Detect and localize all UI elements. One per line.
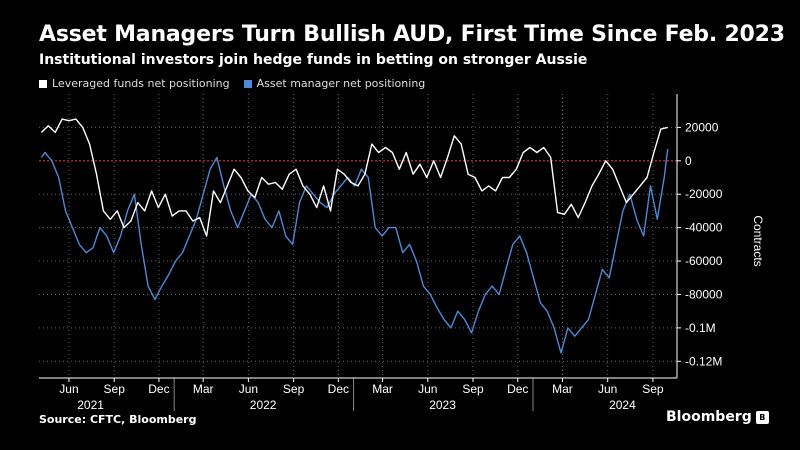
legend-label-asset-manager: Asset manager net positioning xyxy=(256,77,426,90)
x-tick-label: Sep xyxy=(642,382,664,396)
y-tick-label: -20000 xyxy=(685,187,723,201)
bloomberg-logo: Bloomberg B xyxy=(666,409,769,425)
x-tick-label: Dec xyxy=(328,382,349,396)
asset-manager-line xyxy=(40,149,669,354)
chart-legend: Leveraged funds net positioning Asset ma… xyxy=(39,77,425,90)
x-tick-label: Jun xyxy=(598,382,617,396)
x-tick-label: Dec xyxy=(148,382,169,396)
y-tick-label: 20000 xyxy=(685,120,719,134)
source-note: Source: CFTC, Bloomberg xyxy=(39,413,197,426)
x-tick-label: Sep xyxy=(283,382,305,396)
x-tick-label: Sep xyxy=(104,382,126,396)
y-tick-label: -0.12M xyxy=(685,354,722,368)
y-tick-label: -0.1M xyxy=(685,321,716,335)
x-year-label: 2024 xyxy=(609,398,636,412)
y-tick-label: -80000 xyxy=(685,287,723,301)
brand-text: Bloomberg xyxy=(666,409,752,425)
x-tick-label: Jun xyxy=(59,382,78,396)
y-tick-label: 0 xyxy=(685,154,692,168)
x-year-label: 2023 xyxy=(429,398,456,412)
y-tick-label: -60000 xyxy=(685,254,723,268)
y-axis-label: Contracts xyxy=(751,215,765,266)
legend-swatch-asset-manager xyxy=(243,79,252,88)
chart-subtitle: Institutional investors join hedge funds… xyxy=(39,52,588,68)
leveraged-funds-line xyxy=(41,118,668,237)
x-tick-label: Jun xyxy=(418,382,437,396)
x-tick-label: Mar xyxy=(372,382,393,396)
x-tick-label: Jun xyxy=(239,382,258,396)
legend-item-asset-manager: Asset manager net positioning xyxy=(243,77,426,90)
legend-label-leveraged: Leveraged funds net positioning xyxy=(52,77,230,90)
chart-title: Asset Managers Turn Bullish AUD, First T… xyxy=(39,22,785,47)
x-tick-label: Mar xyxy=(193,382,214,396)
legend-swatch-leveraged xyxy=(39,79,47,88)
x-year-label: 2022 xyxy=(250,398,277,412)
brand-badge-icon: B xyxy=(755,410,769,424)
x-tick-label: Mar xyxy=(552,382,573,396)
legend-item-leveraged: Leveraged funds net positioning xyxy=(39,77,230,90)
y-tick-label: -40000 xyxy=(685,221,723,235)
x-year-label: 2021 xyxy=(77,398,104,412)
x-tick-label: Dec xyxy=(507,382,528,396)
x-tick-label: Sep xyxy=(462,382,484,396)
